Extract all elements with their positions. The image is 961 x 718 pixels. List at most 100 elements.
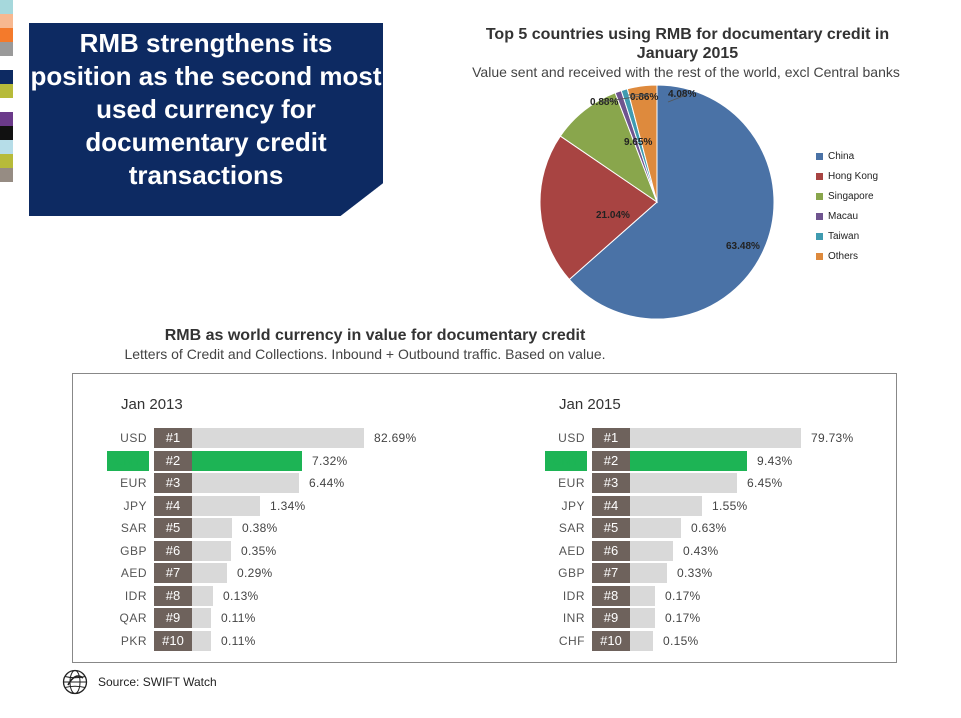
- legend-item: Hong Kong: [816, 166, 878, 186]
- accent-swatch: [0, 140, 13, 154]
- value-label: 0.38%: [242, 521, 278, 535]
- pie-chart: 63.48% 21.04% 9.65% 0.88% 0.86% 4.08%: [539, 84, 775, 320]
- rank-badge: #7: [592, 563, 630, 583]
- rank-badge: #8: [154, 586, 192, 606]
- value-bar: [154, 428, 364, 448]
- currency-code: CNY: [107, 451, 149, 471]
- currency-code: AED: [558, 544, 585, 558]
- currency-code: PKR: [120, 634, 147, 648]
- value-label: 0.17%: [665, 611, 701, 625]
- rank-badge: #10: [154, 631, 192, 651]
- value-label: 1.55%: [712, 499, 748, 513]
- currency-code: EUR: [120, 476, 147, 490]
- legend-swatch: [816, 192, 823, 200]
- ranking-row: SAR #5 0.38%: [107, 518, 427, 538]
- legend-item: Others: [816, 246, 878, 266]
- value-label: 0.33%: [677, 566, 713, 580]
- pie-data-label: 63.48%: [726, 241, 760, 252]
- rank-badge: #4: [592, 496, 630, 516]
- ranking-row: AED #6 0.43%: [545, 541, 865, 561]
- pie-data-label: 9.65%: [624, 137, 652, 148]
- currency-code: USD: [120, 431, 147, 445]
- value-label: 9.43%: [757, 454, 793, 468]
- ranking-row: JPY #4 1.55%: [545, 496, 865, 516]
- rank-badge: #6: [154, 541, 192, 561]
- swift-globe-icon: [62, 669, 88, 695]
- ranking-row: USD #1 82.69%: [107, 428, 427, 448]
- bar-chart-title: RMB as world currency in value for docum…: [164, 327, 586, 344]
- pie-leader-line: [667, 94, 687, 103]
- ranking-row: CNY #2 9.43%: [545, 451, 865, 471]
- bar-chart-subtitle: Letters of Credit and Collections. Inbou…: [124, 346, 606, 362]
- rank-badge: #10: [592, 631, 630, 651]
- ranking-row: SAR #5 0.63%: [545, 518, 865, 538]
- pie-slice-hong-kong: [539, 135, 658, 281]
- rank-badge: #2: [154, 451, 192, 471]
- pie-data-label: 21.04%: [596, 210, 630, 221]
- legend-label: Hong Kong: [828, 170, 879, 182]
- rank-badge: #3: [592, 473, 630, 493]
- legend-label: Taiwan: [828, 230, 860, 242]
- currency-code: USD: [558, 431, 585, 445]
- currency-code: GBP: [120, 544, 147, 558]
- source-note: Source: SWIFT Watch: [62, 669, 217, 695]
- rank-badge: #5: [592, 518, 630, 538]
- ranking-row: PKR #10 0.11%: [107, 631, 427, 651]
- accent-swatch: [0, 126, 13, 140]
- currency-code: GBP: [558, 566, 585, 580]
- currency-code: INR: [562, 611, 585, 625]
- rank-badge: #3: [154, 473, 192, 493]
- ranking-row: CHF #10 0.15%: [545, 631, 865, 651]
- ranking-row: GBP #7 0.33%: [545, 563, 865, 583]
- rank-badge: #1: [592, 428, 630, 448]
- ranking-row: QAR #9 0.11%: [107, 608, 427, 628]
- legend-swatch: [816, 252, 823, 260]
- currency-code: SAR: [558, 521, 585, 535]
- ranking-row: JPY #4 1.34%: [107, 496, 427, 516]
- value-label: 0.11%: [221, 634, 256, 648]
- rank-badge: #9: [592, 608, 630, 628]
- rank-badge: #9: [154, 608, 192, 628]
- legend-item: Taiwan: [816, 226, 878, 246]
- rank-badge: #4: [154, 496, 192, 516]
- ranking-row: EUR #3 6.44%: [107, 473, 427, 493]
- rank-badge: #7: [154, 563, 192, 583]
- currency-code: EUR: [558, 476, 585, 490]
- value-label: 6.45%: [747, 476, 783, 490]
- legend-item: Macau: [816, 206, 878, 226]
- legend-label: Singapore: [828, 190, 874, 202]
- ranking-row: EUR #3 6.45%: [545, 473, 865, 493]
- value-label: 0.15%: [663, 634, 699, 648]
- legend-label: China: [828, 150, 855, 162]
- headline: RMB strengthens its position as the seco…: [30, 28, 382, 190]
- pie-data-label: 0.86%: [630, 92, 658, 103]
- rank-badge: #5: [154, 518, 192, 538]
- legend-label: Others: [828, 250, 859, 262]
- accent-swatch: [0, 42, 13, 56]
- legend-swatch: [816, 212, 823, 220]
- pie-slice-others: [626, 84, 658, 203]
- ranking-row: USD #1 79.73%: [545, 428, 865, 448]
- ranking-row: IDR #8 0.17%: [545, 586, 865, 606]
- bar-chart-frame: [72, 373, 897, 663]
- panel-title: Jan 2015: [559, 396, 621, 413]
- accent-swatch: [0, 112, 13, 126]
- currency-code: JPY: [123, 499, 147, 513]
- currency-code: IDR: [124, 589, 147, 603]
- ranking-row: AED #7 0.29%: [107, 563, 427, 583]
- rank-badge: #6: [592, 541, 630, 561]
- accent-swatch: [0, 0, 13, 14]
- currency-code: QAR: [119, 611, 147, 625]
- accent-swatch: [0, 168, 13, 182]
- currency-code: IDR: [562, 589, 585, 603]
- currency-code: CNY: [545, 451, 587, 471]
- pie-slice-china: [568, 84, 775, 320]
- legend-label: Macau: [828, 210, 859, 222]
- accent-swatch: [0, 56, 13, 70]
- pie-legend: China Hong Kong Singapore Macau Taiwan Others: [816, 146, 878, 266]
- ranking-row: GBP #6 0.35%: [107, 541, 427, 561]
- pie-leader-line: [627, 93, 654, 96]
- panel-title: Jan 2013: [121, 396, 183, 413]
- value-bar: [592, 451, 747, 471]
- accent-swatch: [0, 28, 13, 42]
